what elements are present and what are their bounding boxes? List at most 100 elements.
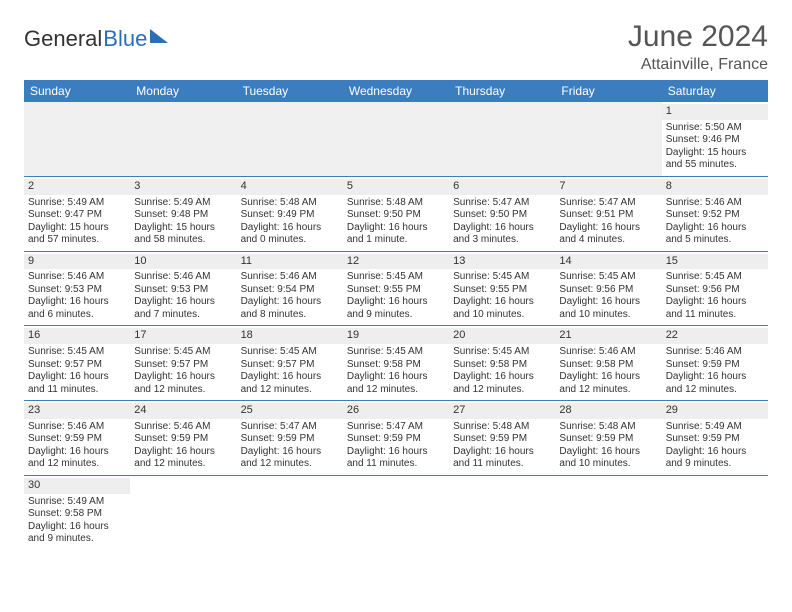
calendar-cell: 28Sunrise: 5:48 AMSunset: 9:59 PMDayligh…	[555, 401, 661, 476]
day-number: 15	[662, 254, 768, 270]
sunrise-text: Sunrise: 5:49 AM	[134, 197, 232, 210]
sunrise-text: Sunrise: 5:46 AM	[28, 271, 126, 284]
day-number: 14	[555, 254, 661, 270]
sunrise-text: Sunrise: 5:47 AM	[559, 197, 657, 210]
dayhead-thursday: Thursday	[449, 80, 555, 102]
daylight-text: Daylight: 16 hours and 12 minutes.	[134, 446, 232, 471]
sunrise-text: Sunrise: 5:46 AM	[666, 346, 764, 359]
calendar-cell: 26Sunrise: 5:47 AMSunset: 9:59 PMDayligh…	[343, 401, 449, 476]
calendar-cell: 29Sunrise: 5:49 AMSunset: 9:59 PMDayligh…	[662, 401, 768, 476]
sunset-text: Sunset: 9:57 PM	[134, 359, 232, 372]
daylight-text: Daylight: 16 hours and 12 minutes.	[453, 371, 551, 396]
calendar-cell: 14Sunrise: 5:45 AMSunset: 9:56 PMDayligh…	[555, 251, 661, 326]
daylight-text: Daylight: 15 hours and 57 minutes.	[28, 222, 126, 247]
sunset-text: Sunset: 9:59 PM	[134, 433, 232, 446]
daylight-text: Daylight: 16 hours and 12 minutes.	[347, 371, 445, 396]
sunset-text: Sunset: 9:58 PM	[559, 359, 657, 372]
daylight-text: Daylight: 15 hours and 58 minutes.	[134, 222, 232, 247]
sunrise-text: Sunrise: 5:45 AM	[241, 346, 339, 359]
day-number: 18	[237, 328, 343, 344]
sunset-text: Sunset: 9:57 PM	[28, 359, 126, 372]
sunrise-text: Sunrise: 5:46 AM	[28, 421, 126, 434]
sunrise-text: Sunrise: 5:49 AM	[28, 197, 126, 210]
daylight-text: Daylight: 16 hours and 10 minutes.	[559, 446, 657, 471]
calendar-cell: 10Sunrise: 5:46 AMSunset: 9:53 PMDayligh…	[130, 251, 236, 326]
calendar-cell	[555, 475, 661, 549]
calendar-cell: 15Sunrise: 5:45 AMSunset: 9:56 PMDayligh…	[662, 251, 768, 326]
sunset-text: Sunset: 9:52 PM	[666, 209, 764, 222]
calendar-cell	[343, 475, 449, 549]
calendar-cell: 12Sunrise: 5:45 AMSunset: 9:55 PMDayligh…	[343, 251, 449, 326]
calendar-row: 9Sunrise: 5:46 AMSunset: 9:53 PMDaylight…	[24, 251, 768, 326]
sunset-text: Sunset: 9:48 PM	[134, 209, 232, 222]
calendar-cell	[662, 475, 768, 549]
sunset-text: Sunset: 9:54 PM	[241, 284, 339, 297]
calendar-cell	[237, 475, 343, 549]
calendar-cell: 17Sunrise: 5:45 AMSunset: 9:57 PMDayligh…	[130, 326, 236, 401]
daylight-text: Daylight: 16 hours and 10 minutes.	[453, 296, 551, 321]
daylight-text: Daylight: 16 hours and 6 minutes.	[28, 296, 126, 321]
sunrise-text: Sunrise: 5:47 AM	[347, 421, 445, 434]
day-number: 13	[449, 254, 555, 270]
sunrise-text: Sunrise: 5:48 AM	[241, 197, 339, 210]
day-number: 11	[237, 254, 343, 270]
day-number: 27	[449, 403, 555, 419]
calendar-cell: 3Sunrise: 5:49 AMSunset: 9:48 PMDaylight…	[130, 176, 236, 251]
sunrise-text: Sunrise: 5:49 AM	[666, 421, 764, 434]
daylight-text: Daylight: 16 hours and 12 minutes.	[666, 371, 764, 396]
sunset-text: Sunset: 9:59 PM	[666, 359, 764, 372]
calendar-row: 30Sunrise: 5:49 AMSunset: 9:58 PMDayligh…	[24, 475, 768, 549]
day-number: 26	[343, 403, 449, 419]
sunset-text: Sunset: 9:49 PM	[241, 209, 339, 222]
calendar-head: SundayMondayTuesdayWednesdayThursdayFrid…	[24, 80, 768, 102]
sunrise-text: Sunrise: 5:46 AM	[134, 421, 232, 434]
sunset-text: Sunset: 9:58 PM	[28, 508, 126, 521]
sunset-text: Sunset: 9:59 PM	[241, 433, 339, 446]
calendar-cell: 9Sunrise: 5:46 AMSunset: 9:53 PMDaylight…	[24, 251, 130, 326]
dayhead-saturday: Saturday	[662, 80, 768, 102]
calendar-cell	[130, 102, 236, 176]
day-number: 30	[24, 478, 130, 494]
sunrise-text: Sunrise: 5:48 AM	[559, 421, 657, 434]
calendar-cell: 30Sunrise: 5:49 AMSunset: 9:58 PMDayligh…	[24, 475, 130, 549]
daylight-text: Daylight: 16 hours and 5 minutes.	[666, 222, 764, 247]
daylight-text: Daylight: 16 hours and 1 minute.	[347, 222, 445, 247]
calendar-cell: 25Sunrise: 5:47 AMSunset: 9:59 PMDayligh…	[237, 401, 343, 476]
dayhead-monday: Monday	[130, 80, 236, 102]
sunrise-text: Sunrise: 5:47 AM	[453, 197, 551, 210]
sunset-text: Sunset: 9:56 PM	[559, 284, 657, 297]
calendar-cell	[24, 102, 130, 176]
calendar-cell	[343, 102, 449, 176]
sunrise-text: Sunrise: 5:46 AM	[134, 271, 232, 284]
sunset-text: Sunset: 9:59 PM	[28, 433, 126, 446]
day-number: 29	[662, 403, 768, 419]
sunset-text: Sunset: 9:53 PM	[134, 284, 232, 297]
sunset-text: Sunset: 9:51 PM	[559, 209, 657, 222]
calendar-cell: 8Sunrise: 5:46 AMSunset: 9:52 PMDaylight…	[662, 176, 768, 251]
day-number: 12	[343, 254, 449, 270]
header: General Blue June 2024 Attainville, Fran…	[24, 20, 768, 74]
calendar-cell: 6Sunrise: 5:47 AMSunset: 9:50 PMDaylight…	[449, 176, 555, 251]
calendar-cell: 1Sunrise: 5:50 AMSunset: 9:46 PMDaylight…	[662, 102, 768, 176]
day-number: 9	[24, 254, 130, 270]
sunrise-text: Sunrise: 5:48 AM	[347, 197, 445, 210]
calendar-row: 2Sunrise: 5:49 AMSunset: 9:47 PMDaylight…	[24, 176, 768, 251]
calendar-row: 23Sunrise: 5:46 AMSunset: 9:59 PMDayligh…	[24, 401, 768, 476]
calendar-cell: 11Sunrise: 5:46 AMSunset: 9:54 PMDayligh…	[237, 251, 343, 326]
day-number: 22	[662, 328, 768, 344]
sunset-text: Sunset: 9:53 PM	[28, 284, 126, 297]
sunset-text: Sunset: 9:46 PM	[666, 134, 764, 147]
calendar-cell	[449, 475, 555, 549]
day-number: 6	[449, 179, 555, 195]
calendar-cell: 5Sunrise: 5:48 AMSunset: 9:50 PMDaylight…	[343, 176, 449, 251]
day-number: 10	[130, 254, 236, 270]
daylight-text: Daylight: 16 hours and 0 minutes.	[241, 222, 339, 247]
calendar-cell: 27Sunrise: 5:48 AMSunset: 9:59 PMDayligh…	[449, 401, 555, 476]
daylight-text: Daylight: 15 hours and 55 minutes.	[666, 147, 764, 172]
day-number: 17	[130, 328, 236, 344]
month-title: June 2024	[628, 20, 768, 54]
calendar-cell	[449, 102, 555, 176]
daylight-text: Daylight: 16 hours and 12 minutes.	[241, 446, 339, 471]
sunrise-text: Sunrise: 5:50 AM	[666, 122, 764, 135]
logo-text-blue: Blue	[103, 26, 147, 52]
